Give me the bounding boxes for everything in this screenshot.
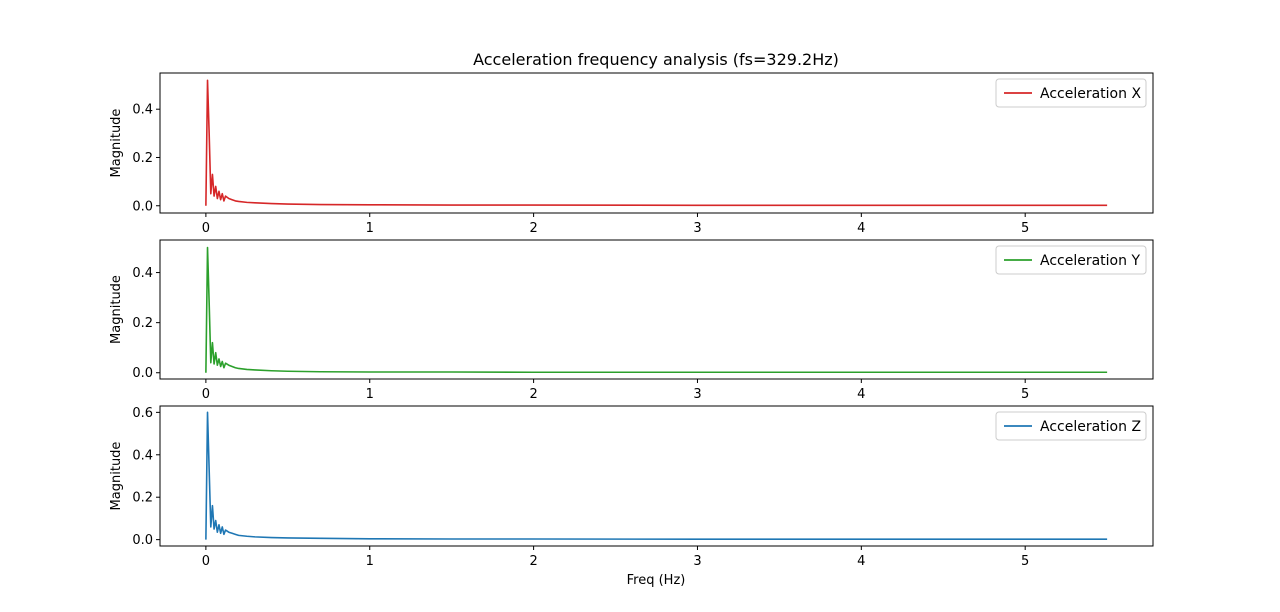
y-axis-label: Magnitude [109, 109, 124, 178]
subplot-3: 0 1 2 3 4 5 0.0 0.2 0.4 0.6 Magnitude Acceleration … [109, 405, 1154, 569]
x-tick-label: 5 [1021, 554, 1029, 569]
x-tick-label: 3 [693, 387, 701, 402]
x-tick-label: 0 [202, 554, 210, 569]
chart-title: Acceleration frequency analysis (fs=329.… [473, 50, 839, 69]
legend: Acceleration Z [995, 411, 1147, 441]
x-tick-label: 2 [529, 554, 537, 569]
series-line-acceleration-y [205, 246, 1108, 374]
y-tick-label: 0.2 [132, 316, 153, 331]
legend-entry: Acceleration Z [1040, 419, 1141, 435]
x-tick-label: 4 [857, 554, 865, 569]
y-axis-label: Magnitude [109, 442, 124, 511]
legend: Acceleration Y [995, 245, 1147, 275]
series-line-acceleration-z [205, 411, 1108, 541]
legend-box [995, 411, 1147, 441]
y-tick-label: 0.2 [132, 491, 153, 506]
x-tick-label: 2 [529, 221, 537, 236]
y-tick-label: 0.0 [132, 199, 153, 214]
legend-box [995, 245, 1147, 275]
y-tick-label: 0.4 [132, 103, 153, 118]
legend-entry: Acceleration Y [1040, 253, 1140, 269]
legend-entry: Acceleration X [1040, 86, 1141, 102]
y-tick-label: 0.6 [132, 406, 153, 421]
x-tick-label: 5 [1021, 387, 1029, 402]
y-tick-label: 0.0 [132, 533, 153, 548]
y-tick-label: 0.0 [132, 366, 153, 381]
x-tick-label: 3 [693, 554, 701, 569]
legend: Acceleration X [995, 78, 1147, 108]
y-tick-label: 0.2 [132, 151, 153, 166]
x-tick-label: 0 [202, 387, 210, 402]
x-tick-label: 3 [693, 221, 701, 236]
x-tick-label: 1 [366, 554, 374, 569]
y-tick-label: 0.4 [132, 266, 153, 281]
y-tick-label: 0.4 [132, 448, 153, 463]
axes-frame [159, 72, 1154, 214]
x-axis-label: Freq (Hz) [627, 573, 686, 588]
legend-box [995, 78, 1147, 108]
subplots: 0 1 2 3 4 5 0.0 0.2 0.4 Magnitude Acceleration X 0 1… [109, 72, 1154, 569]
x-tick-label: 5 [1021, 221, 1029, 236]
series-line-acceleration-x [205, 79, 1108, 207]
axes-frame [159, 405, 1154, 547]
subplot-2: 0 1 2 3 4 5 0.0 0.2 0.4 Magnitude Acceleration Y [109, 239, 1154, 402]
x-tick-label: 1 [366, 221, 374, 236]
x-tick-label: 4 [857, 387, 865, 402]
y-axis-label: Magnitude [109, 275, 124, 344]
x-tick-label: 2 [529, 387, 537, 402]
x-tick-label: 4 [857, 221, 865, 236]
x-tick-label: 1 [366, 387, 374, 402]
x-tick-label: 0 [202, 221, 210, 236]
subplot-1: 0 1 2 3 4 5 0.0 0.2 0.4 Magnitude Acceleration X [109, 72, 1154, 236]
axes-frame [159, 239, 1154, 380]
